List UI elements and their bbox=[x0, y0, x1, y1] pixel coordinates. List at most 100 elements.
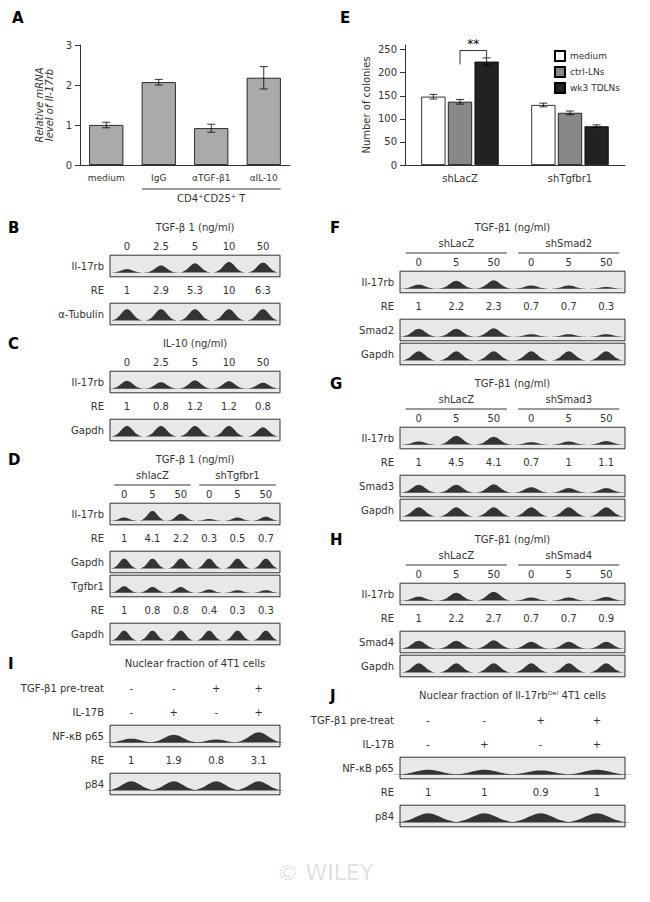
svg-text:-: - bbox=[426, 715, 430, 726]
svg-text:G: G bbox=[330, 375, 342, 393]
svg-text:1: 1 bbox=[416, 301, 422, 312]
svg-text:RE: RE bbox=[91, 533, 104, 544]
svg-text:1: 1 bbox=[124, 285, 130, 296]
svg-text:shLacZ: shLacZ bbox=[438, 550, 474, 561]
svg-text:Il-17rb: Il-17rb bbox=[361, 589, 394, 600]
svg-text:Gapdh: Gapdh bbox=[71, 629, 104, 640]
svg-text:Smad3: Smad3 bbox=[359, 481, 394, 492]
svg-text:50: 50 bbox=[257, 241, 270, 252]
svg-text:4.1: 4.1 bbox=[145, 533, 161, 544]
svg-text:0.7: 0.7 bbox=[561, 613, 577, 624]
svg-text:1: 1 bbox=[66, 120, 72, 131]
svg-text:ctrl-LNs: ctrl-LNs bbox=[570, 67, 605, 77]
svg-text:5: 5 bbox=[192, 241, 198, 252]
svg-text:TGF-β 1 (ng/ml): TGF-β 1 (ng/ml) bbox=[155, 222, 235, 233]
svg-text:0.3: 0.3 bbox=[230, 605, 246, 616]
svg-text:Gapdh: Gapdh bbox=[361, 661, 394, 672]
svg-text:shSmad4: shSmad4 bbox=[546, 550, 592, 561]
svg-text:Nuclear fraction of Il-17rbᴰᵉˡ: Nuclear fraction of Il-17rbᴰᵉˡ 4T1 cells bbox=[419, 690, 606, 701]
svg-text:Il-17rb: Il-17rb bbox=[71, 377, 104, 388]
svg-text:RE: RE bbox=[381, 787, 394, 798]
svg-text:1: 1 bbox=[416, 613, 422, 624]
svg-text:+: + bbox=[255, 683, 263, 694]
svg-text:100: 100 bbox=[378, 113, 397, 124]
svg-text:5: 5 bbox=[566, 257, 572, 268]
svg-text:+: + bbox=[480, 739, 488, 750]
svg-text:5: 5 bbox=[566, 413, 572, 424]
svg-text:shLacZ: shLacZ bbox=[442, 173, 478, 184]
svg-text:1.2: 1.2 bbox=[187, 401, 203, 412]
svg-text:2.5: 2.5 bbox=[153, 357, 169, 368]
svg-text:0.9: 0.9 bbox=[598, 613, 614, 624]
svg-text:0: 0 bbox=[528, 569, 534, 580]
svg-text:1.9: 1.9 bbox=[166, 755, 182, 766]
svg-text:0.7: 0.7 bbox=[523, 457, 539, 468]
svg-text:2: 2 bbox=[66, 80, 72, 91]
svg-text:10: 10 bbox=[223, 241, 236, 252]
svg-text:0.9: 0.9 bbox=[533, 787, 549, 798]
svg-text:Il-17rb: Il-17rb bbox=[361, 433, 394, 444]
svg-text:Tgfbr1: Tgfbr1 bbox=[70, 581, 104, 592]
svg-text:αIL-10: αIL-10 bbox=[250, 173, 278, 183]
svg-text:RE: RE bbox=[91, 605, 104, 616]
svg-text:0: 0 bbox=[124, 357, 130, 368]
svg-text:F: F bbox=[330, 219, 340, 237]
svg-text:D: D bbox=[8, 451, 20, 469]
svg-text:Il-17rb: Il-17rb bbox=[71, 509, 104, 520]
svg-text:B: B bbox=[8, 219, 19, 237]
svg-text:50: 50 bbox=[487, 569, 500, 580]
svg-text:IL-10 (ng/ml): IL-10 (ng/ml) bbox=[163, 338, 227, 349]
svg-text:5: 5 bbox=[453, 257, 459, 268]
svg-text:J: J bbox=[329, 687, 336, 705]
svg-text:shSmad3: shSmad3 bbox=[546, 394, 592, 405]
svg-text:-: - bbox=[172, 683, 176, 694]
svg-text:TGF-β1 (ng/ml): TGF-β1 (ng/ml) bbox=[474, 222, 551, 233]
svg-text:1: 1 bbox=[128, 755, 134, 766]
svg-text:2.2: 2.2 bbox=[173, 533, 189, 544]
svg-text:RE: RE bbox=[381, 613, 394, 624]
svg-text:TGF-β1 (ng/ml): TGF-β1 (ng/ml) bbox=[474, 378, 551, 389]
svg-text:level of Il-17rb: level of Il-17rb bbox=[44, 69, 55, 141]
svg-text:TGF-β1 pre-treat: TGF-β1 pre-treat bbox=[310, 715, 394, 726]
svg-text:shlacZ: shlacZ bbox=[136, 470, 169, 481]
svg-text:+: + bbox=[212, 683, 220, 694]
svg-text:0: 0 bbox=[416, 569, 422, 580]
svg-text:2.7: 2.7 bbox=[486, 613, 502, 624]
svg-text:0.7: 0.7 bbox=[561, 301, 577, 312]
svg-text:+: + bbox=[255, 707, 263, 718]
svg-text:medium: medium bbox=[88, 173, 125, 183]
svg-text:50: 50 bbox=[384, 136, 397, 147]
svg-text:0.8: 0.8 bbox=[153, 401, 169, 412]
svg-text:wk3 TDLNs: wk3 TDLNs bbox=[570, 83, 620, 93]
svg-text:0.7: 0.7 bbox=[523, 613, 539, 624]
svg-text:4.5: 4.5 bbox=[448, 457, 464, 468]
svg-text:IL-17B: IL-17B bbox=[362, 739, 394, 750]
svg-text:NF-κB p65: NF-κB p65 bbox=[52, 731, 104, 742]
svg-text:-: - bbox=[426, 739, 430, 750]
svg-text:0.8: 0.8 bbox=[145, 605, 161, 616]
svg-text:2.9: 2.9 bbox=[153, 285, 169, 296]
svg-text:Gapdh: Gapdh bbox=[361, 349, 394, 360]
svg-text:Il-17rb: Il-17rb bbox=[71, 261, 104, 272]
svg-text:5: 5 bbox=[149, 489, 155, 500]
svg-text:0: 0 bbox=[391, 160, 397, 171]
svg-text:shLacZ: shLacZ bbox=[438, 238, 474, 249]
svg-text:50: 50 bbox=[600, 413, 613, 424]
svg-text:+: + bbox=[536, 715, 544, 726]
svg-text:0: 0 bbox=[124, 241, 130, 252]
svg-text:4.1: 4.1 bbox=[486, 457, 502, 468]
svg-text:IgG: IgG bbox=[151, 173, 166, 183]
svg-text:shTgfbr1: shTgfbr1 bbox=[215, 470, 259, 481]
svg-text:-: - bbox=[483, 715, 487, 726]
svg-text:0.4: 0.4 bbox=[201, 605, 217, 616]
svg-text:1: 1 bbox=[121, 605, 127, 616]
svg-text:50: 50 bbox=[600, 569, 613, 580]
svg-text:50: 50 bbox=[600, 257, 613, 268]
svg-text:250: 250 bbox=[378, 44, 397, 55]
svg-text:-: - bbox=[214, 707, 218, 718]
svg-text:1: 1 bbox=[481, 787, 487, 798]
svg-text:Il-17rb: Il-17rb bbox=[361, 277, 394, 288]
svg-text:Gapdh: Gapdh bbox=[361, 505, 394, 516]
svg-text:A: A bbox=[12, 9, 24, 27]
svg-text:50: 50 bbox=[487, 413, 500, 424]
